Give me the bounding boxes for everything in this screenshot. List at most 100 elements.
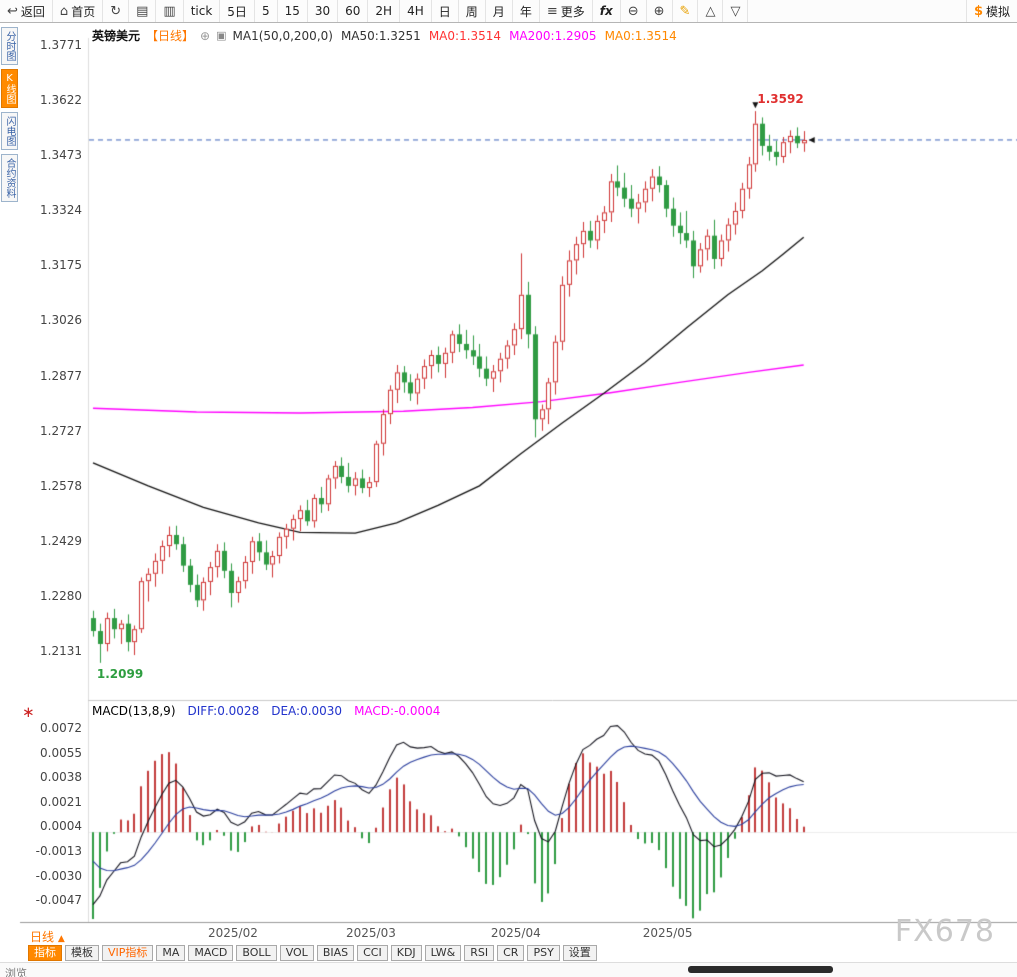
zoom-in-button[interactable]: ⊕ [647, 0, 673, 22]
period-week-button-label: 周 [465, 4, 478, 19]
period-4h-button-label: 4H [407, 4, 424, 18]
price-axis-label: 1.3771 [40, 38, 82, 52]
period-15m-button-label: 15 [284, 4, 300, 18]
back-button[interactable]: ↩ 返回 [0, 0, 53, 22]
sidebar-tab-contract-info[interactable]: 合约资料 [1, 154, 18, 202]
fx-button-label: fx [599, 4, 613, 18]
x-axis-label: 2025/05 [642, 926, 693, 940]
ma-settings-icon[interactable]: ▣ [216, 29, 227, 42]
timeframe-selector-button[interactable]: 日线 ▲ [30, 928, 65, 945]
period-5m-button-label: 5 [261, 4, 270, 18]
caret-up-icon: ▲ [57, 934, 65, 944]
bottom-tab-bias[interactable]: BIAS [316, 945, 355, 961]
horizontal-scrollbar[interactable] [688, 966, 833, 973]
chart-style-bars-button[interactable]: ▤ [129, 0, 157, 22]
price-axis-label: 1.3473 [40, 148, 82, 163]
period-week-button[interactable]: 周 [459, 0, 486, 22]
chart-bars-icon: ▤ [136, 3, 149, 19]
symbol-title: 英镑美元 [92, 29, 141, 43]
macd-axis-label: 0.0072 [40, 721, 82, 735]
period-day-button-label: 日 [438, 4, 451, 19]
period-15m-button[interactable]: 15 [278, 0, 308, 22]
home-button[interactable]: ⌂ 首页 [53, 0, 104, 22]
period-30m-button[interactable]: 30 [308, 0, 339, 22]
refresh-icon: ↻ [110, 3, 122, 19]
bottom-tab-lwr[interactable]: LW& [424, 945, 462, 961]
period-5m-button[interactable]: 5 [255, 0, 278, 22]
bottom-tab-vol[interactable]: VOL [279, 945, 314, 961]
sidebar-tab-kline-chart[interactable]: K线图 [1, 69, 18, 108]
chart-candle-icon: ▥ [163, 3, 176, 19]
bottom-tab-ma[interactable]: MA [156, 945, 186, 961]
macd-title: MACD(13,8,9) [92, 704, 176, 718]
home-icon: ⌂ [59, 3, 69, 19]
shape-up-button[interactable]: △ [698, 0, 724, 22]
x-axis-label: 2025/04 [490, 926, 541, 940]
macd-axis-label: 0.0055 [40, 745, 82, 760]
macd-header: MACD(13,8,9) DIFF:0.0028 DEA:0.0030 MACD… [92, 704, 440, 718]
bottom-tab-vip-indicator[interactable]: VIP指标 [102, 945, 154, 961]
macd-axis-label: -0.0030 [35, 868, 82, 883]
bottom-tab-indicator[interactable]: 指标 [28, 945, 62, 961]
sidebar-tabs: 分时图 K线图闪电图合约资料 [1, 27, 20, 202]
price-axis-label: 1.2429 [40, 533, 82, 548]
bottom-tab-psy[interactable]: PSY [527, 945, 560, 961]
bottom-tab-settings[interactable]: 设置 [562, 945, 597, 961]
price-axis-label: 1.2877 [40, 368, 82, 383]
bottom-tab-template[interactable]: 模板 [65, 945, 99, 961]
period-2h-button[interactable]: 2H [368, 0, 401, 22]
watermark: FX678 [894, 914, 995, 949]
price-axis-label: 1.2578 [40, 478, 82, 493]
tick-button[interactable]: tick [184, 0, 221, 22]
price-axis-label: 1.3026 [40, 313, 82, 328]
low-price-annotation: 1.2099 [96, 666, 144, 681]
x-axis-label: 2025/02 [208, 926, 258, 940]
zoom-out-button[interactable]: ⊖ [621, 0, 647, 22]
timeframe-selector-label: 日线 [30, 930, 55, 944]
add-indicator-icon[interactable]: ⊕ [200, 28, 211, 43]
bottom-tab-rsi[interactable]: RSI [464, 945, 495, 961]
ma200-value-label: MA200:1.2905 [509, 28, 597, 43]
ma0-red-value-label: MA0:1.3514 [428, 28, 502, 43]
macd-axis-label: -0.0047 [35, 893, 82, 908]
period-4h-button[interactable]: 4H [400, 0, 432, 22]
more-button[interactable]: ≡ 更多 [540, 0, 593, 22]
chart-style-candle-button[interactable]: ▥ [156, 0, 184, 22]
simulate-button[interactable]: $ 模拟 [965, 0, 1017, 22]
period-30m-button-label: 30 [314, 4, 331, 18]
bottom-tab-cci[interactable]: CCI [357, 945, 388, 961]
price-axis-label: 1.2131 [40, 643, 82, 658]
period-year-button[interactable]: 年 [513, 0, 540, 22]
price-axis-label: 1.2280 [40, 588, 82, 603]
back-button-label: 返回 [20, 4, 45, 19]
sidebar-tab-lightning-chart[interactable]: 闪电图 [1, 112, 18, 150]
bottom-partial-row: 浏览 [0, 962, 1017, 977]
period-month-button-label: 月 [492, 4, 505, 19]
period-60m-button-label: 60 [345, 4, 361, 18]
ma-settings-label: MA1(50,0,200,0) [232, 28, 333, 43]
macd-diff-label: DIFF:0.0028 [187, 704, 260, 718]
bottom-tab-macd[interactable]: MACD [188, 945, 234, 961]
period-month-button[interactable]: 月 [486, 0, 513, 22]
high-price-annotation: 1.3592 [757, 92, 804, 107]
sidebar-tab-time-chart[interactable]: 分时图 [1, 27, 18, 65]
refresh-button[interactable]: ↻ [103, 0, 130, 22]
bottom-tab-boll[interactable]: BOLL [236, 945, 277, 961]
macd-axis-label: 0.0038 [40, 770, 82, 785]
draw-button[interactable]: ✎ [673, 0, 699, 22]
macd-axis-label: 0.0004 [40, 819, 82, 834]
bottom-tab-cr[interactable]: CR [497, 945, 525, 961]
indicator-settings-icon[interactable]: ∗ [22, 703, 35, 721]
chart-header: 英镑美元 【日线】 ⊕ ▣ MA1(50,0,200,0) MA50:1.3251… [92, 27, 685, 44]
bottom-tab-kdj[interactable]: KDJ [390, 945, 422, 961]
macd-axis-label: 0.0021 [40, 794, 82, 809]
browse-tab[interactable]: 浏览 [5, 967, 27, 977]
period-day-button[interactable]: 日 [432, 0, 459, 22]
period-5d-button[interactable]: 5日 [220, 0, 255, 22]
fx-button[interactable]: fx [593, 0, 621, 22]
period-60m-button[interactable]: 60 [338, 0, 369, 22]
period-year-button-label: 年 [519, 4, 532, 19]
shape-down-button[interactable]: ▽ [723, 0, 749, 22]
